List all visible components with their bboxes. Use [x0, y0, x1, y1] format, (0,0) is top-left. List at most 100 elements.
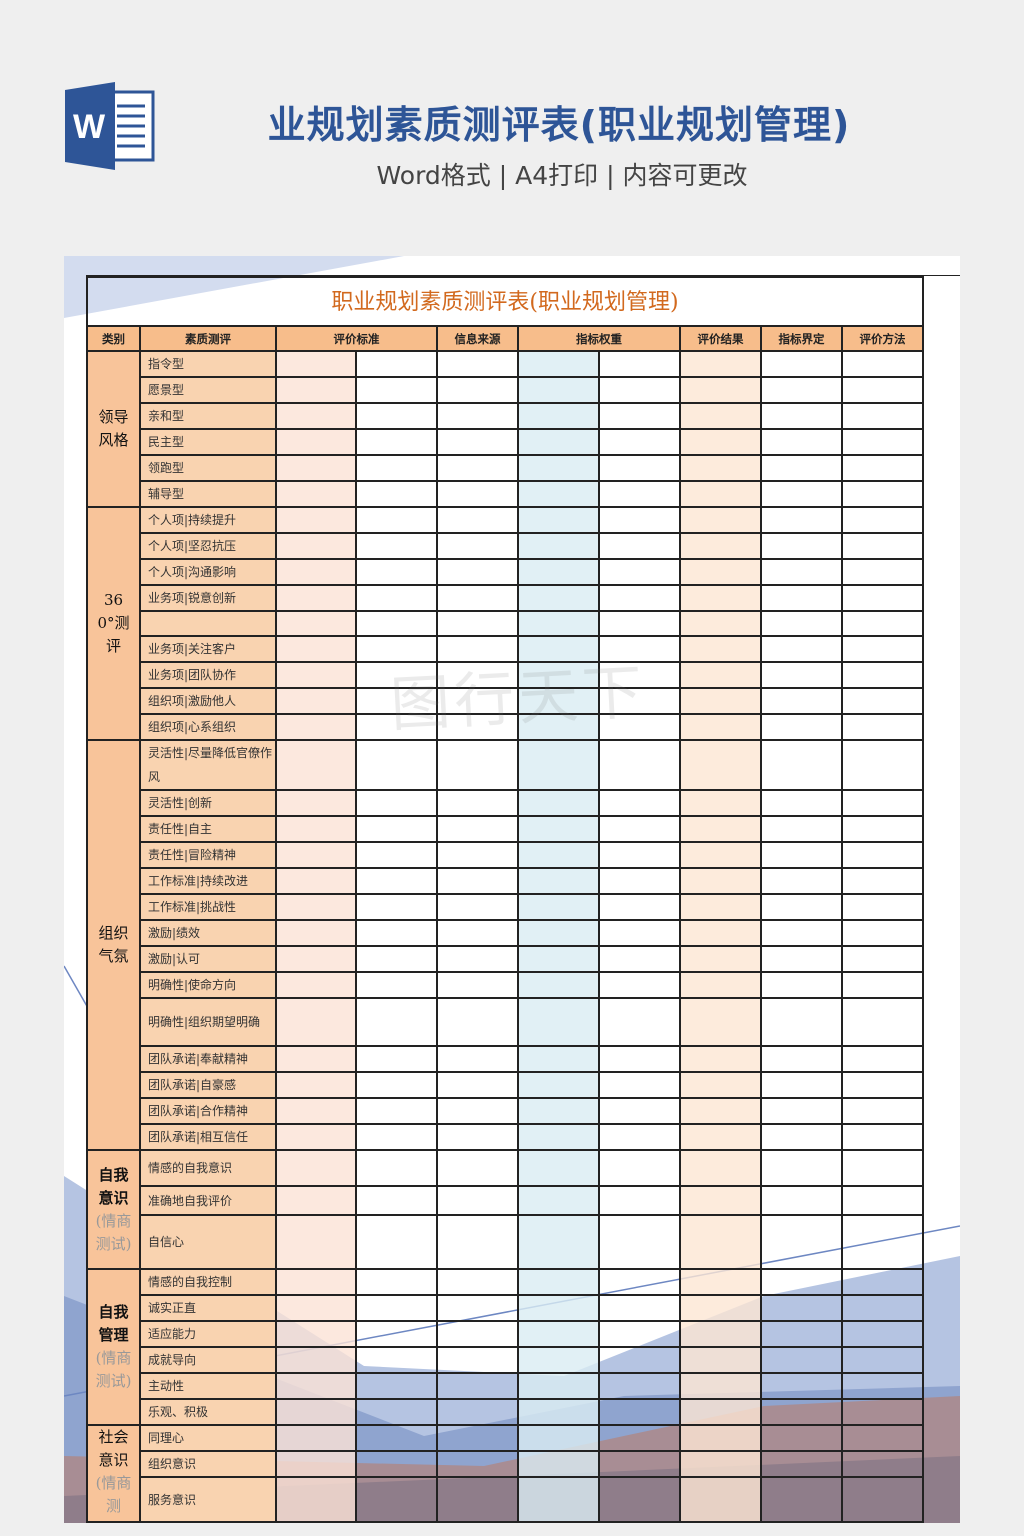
- input-cell[interactable]: [760, 1346, 843, 1374]
- input-cell[interactable]: [760, 1476, 843, 1523]
- input-cell[interactable]: [598, 1185, 681, 1216]
- input-cell[interactable]: [517, 867, 600, 895]
- input-cell[interactable]: [760, 1149, 843, 1187]
- input-cell[interactable]: [598, 402, 681, 430]
- input-cell[interactable]: [598, 454, 681, 482]
- input-cell[interactable]: [355, 1045, 438, 1073]
- input-cell[interactable]: [841, 841, 924, 869]
- input-cell[interactable]: [517, 1476, 600, 1523]
- input-cell[interactable]: [517, 584, 600, 612]
- input-cell[interactable]: [355, 402, 438, 430]
- input-cell[interactable]: [841, 350, 924, 378]
- input-cell[interactable]: [275, 1424, 357, 1452]
- input-cell[interactable]: [841, 558, 924, 586]
- input-cell[interactable]: [517, 893, 600, 921]
- input-cell[interactable]: [517, 789, 600, 817]
- input-cell[interactable]: [517, 739, 600, 791]
- input-cell[interactable]: [598, 919, 681, 947]
- input-cell[interactable]: [436, 661, 519, 689]
- input-cell[interactable]: [841, 1398, 924, 1426]
- input-cell[interactable]: [760, 558, 843, 586]
- input-cell[interactable]: [275, 971, 357, 999]
- input-cell[interactable]: [679, 1294, 762, 1322]
- input-cell[interactable]: [679, 687, 762, 715]
- input-cell[interactable]: [355, 532, 438, 560]
- input-cell[interactable]: [679, 1268, 762, 1296]
- input-cell[interactable]: [517, 1149, 600, 1187]
- input-cell[interactable]: [275, 815, 357, 843]
- input-cell[interactable]: [275, 893, 357, 921]
- input-cell[interactable]: [760, 1294, 843, 1322]
- input-cell[interactable]: [355, 1268, 438, 1296]
- input-cell[interactable]: [841, 1450, 924, 1478]
- input-cell[interactable]: [598, 661, 681, 689]
- input-cell[interactable]: [517, 376, 600, 404]
- input-cell[interactable]: [598, 789, 681, 817]
- input-cell[interactable]: [517, 1123, 600, 1151]
- input-cell[interactable]: [355, 584, 438, 612]
- input-cell[interactable]: [517, 1045, 600, 1073]
- input-cell[interactable]: [436, 454, 519, 482]
- input-cell[interactable]: [275, 687, 357, 715]
- input-cell[interactable]: [598, 1398, 681, 1426]
- input-cell[interactable]: [760, 1398, 843, 1426]
- input-cell[interactable]: [355, 1476, 438, 1523]
- input-cell[interactable]: [760, 1123, 843, 1151]
- input-cell[interactable]: [436, 558, 519, 586]
- input-cell[interactable]: [598, 584, 681, 612]
- input-cell[interactable]: [841, 1320, 924, 1348]
- input-cell[interactable]: [760, 919, 843, 947]
- input-cell[interactable]: [517, 1268, 600, 1296]
- input-cell[interactable]: [436, 506, 519, 534]
- input-cell[interactable]: [275, 1071, 357, 1099]
- input-cell[interactable]: [679, 1320, 762, 1348]
- input-cell[interactable]: [517, 919, 600, 947]
- input-cell[interactable]: [679, 1372, 762, 1400]
- input-cell[interactable]: [436, 610, 519, 637]
- input-cell[interactable]: [679, 610, 762, 637]
- input-cell[interactable]: [355, 506, 438, 534]
- input-cell[interactable]: [598, 480, 681, 508]
- input-cell[interactable]: [436, 1214, 519, 1270]
- input-cell[interactable]: [275, 945, 357, 973]
- input-cell[interactable]: [355, 1294, 438, 1322]
- input-cell[interactable]: [841, 789, 924, 817]
- input-cell[interactable]: [760, 1185, 843, 1216]
- input-cell[interactable]: [436, 1476, 519, 1523]
- input-cell[interactable]: [598, 971, 681, 999]
- input-cell[interactable]: [355, 1424, 438, 1452]
- input-cell[interactable]: [679, 1097, 762, 1125]
- input-cell[interactable]: [275, 428, 357, 456]
- input-cell[interactable]: [679, 739, 762, 791]
- input-cell[interactable]: [275, 635, 357, 663]
- input-cell[interactable]: [760, 1450, 843, 1478]
- input-cell[interactable]: [436, 687, 519, 715]
- input-cell[interactable]: [355, 1071, 438, 1099]
- input-cell[interactable]: [517, 713, 600, 741]
- input-cell[interactable]: [760, 506, 843, 534]
- input-cell[interactable]: [598, 1476, 681, 1523]
- input-cell[interactable]: [760, 402, 843, 430]
- input-cell[interactable]: [760, 687, 843, 715]
- input-cell[interactable]: [760, 635, 843, 663]
- input-cell[interactable]: [355, 1214, 438, 1270]
- input-cell[interactable]: [679, 1424, 762, 1452]
- input-cell[interactable]: [841, 1476, 924, 1523]
- input-cell[interactable]: [275, 1346, 357, 1374]
- input-cell[interactable]: [436, 919, 519, 947]
- input-cell[interactable]: [841, 402, 924, 430]
- input-cell[interactable]: [436, 1398, 519, 1426]
- input-cell[interactable]: [355, 739, 438, 791]
- input-cell[interactable]: [679, 1071, 762, 1099]
- input-cell[interactable]: [275, 997, 357, 1047]
- input-cell[interactable]: [679, 997, 762, 1047]
- input-cell[interactable]: [517, 1398, 600, 1426]
- input-cell[interactable]: [841, 997, 924, 1047]
- input-cell[interactable]: [841, 454, 924, 482]
- input-cell[interactable]: [275, 1476, 357, 1523]
- input-cell[interactable]: [275, 376, 357, 404]
- input-cell[interactable]: [275, 841, 357, 869]
- input-cell[interactable]: [598, 532, 681, 560]
- input-cell[interactable]: [275, 789, 357, 817]
- input-cell[interactable]: [679, 635, 762, 663]
